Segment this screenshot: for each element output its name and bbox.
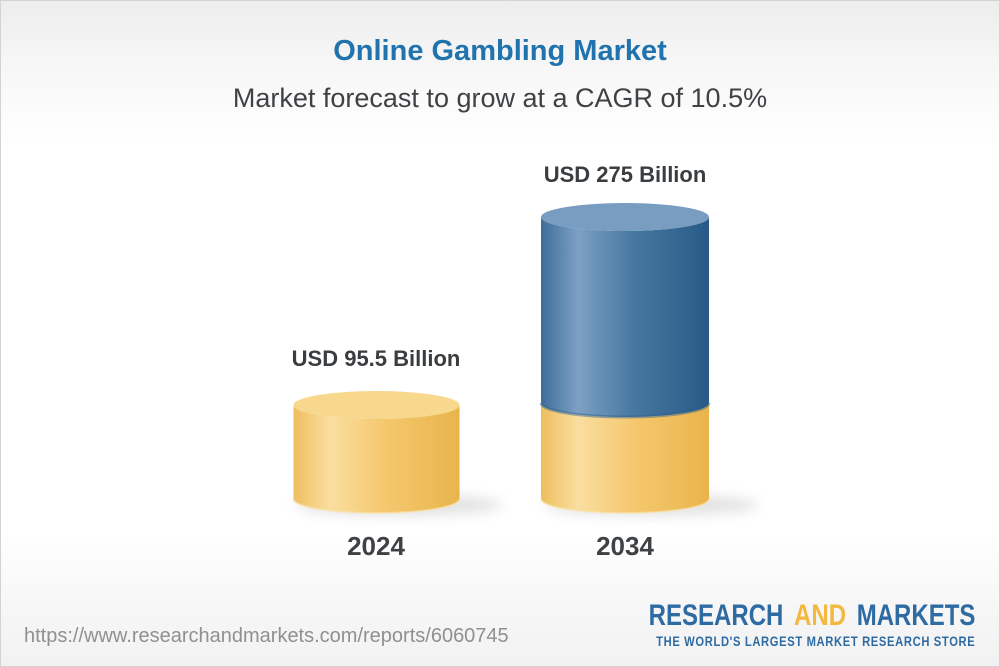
logo-tagline: THE WORLD'S LARGEST MARKET RESEARCH STOR… [655,633,975,649]
value-label-2024: USD 95.5 Billion [291,346,461,371]
bar-2034-top [541,203,709,231]
report-url: https://www.researchandmarkets.com/repor… [24,625,509,647]
page-subtitle: Market forecast to grow at a CAGR of 10.… [232,83,768,113]
logo-wordmark: RESEARCH AND MARKETS [648,600,975,632]
category-label-2024: 2024 [347,531,405,561]
header: Online Gambling Market Market forecast t… [1,34,999,114]
bar-2034-blue-segment [541,217,709,417]
logo-word-markets: MARKETS [856,599,975,632]
bar-2024-top [293,391,460,419]
page-title: Online Gambling Market [333,35,667,67]
bar-2024-bottom-rim [292,498,461,514]
bar-2024-cylinder [292,391,461,514]
logo-word-and: AND [793,599,846,632]
bar-2034-bottom-rim [540,498,710,514]
bar-2024-body [293,405,460,513]
bar-2034-segment-rim [539,402,711,419]
bar-2034-cylinder [539,203,711,514]
bar-2034-base-segment [541,403,709,513]
category-label-2034: 2034 [596,531,654,561]
logo-word-research: RESEARCH [648,599,783,632]
research-and-markets-logo: RESEARCH AND MARKETS THE WORLD'S LARGEST… [648,600,975,650]
value-label-2034: USD 275 Billion [543,162,707,187]
